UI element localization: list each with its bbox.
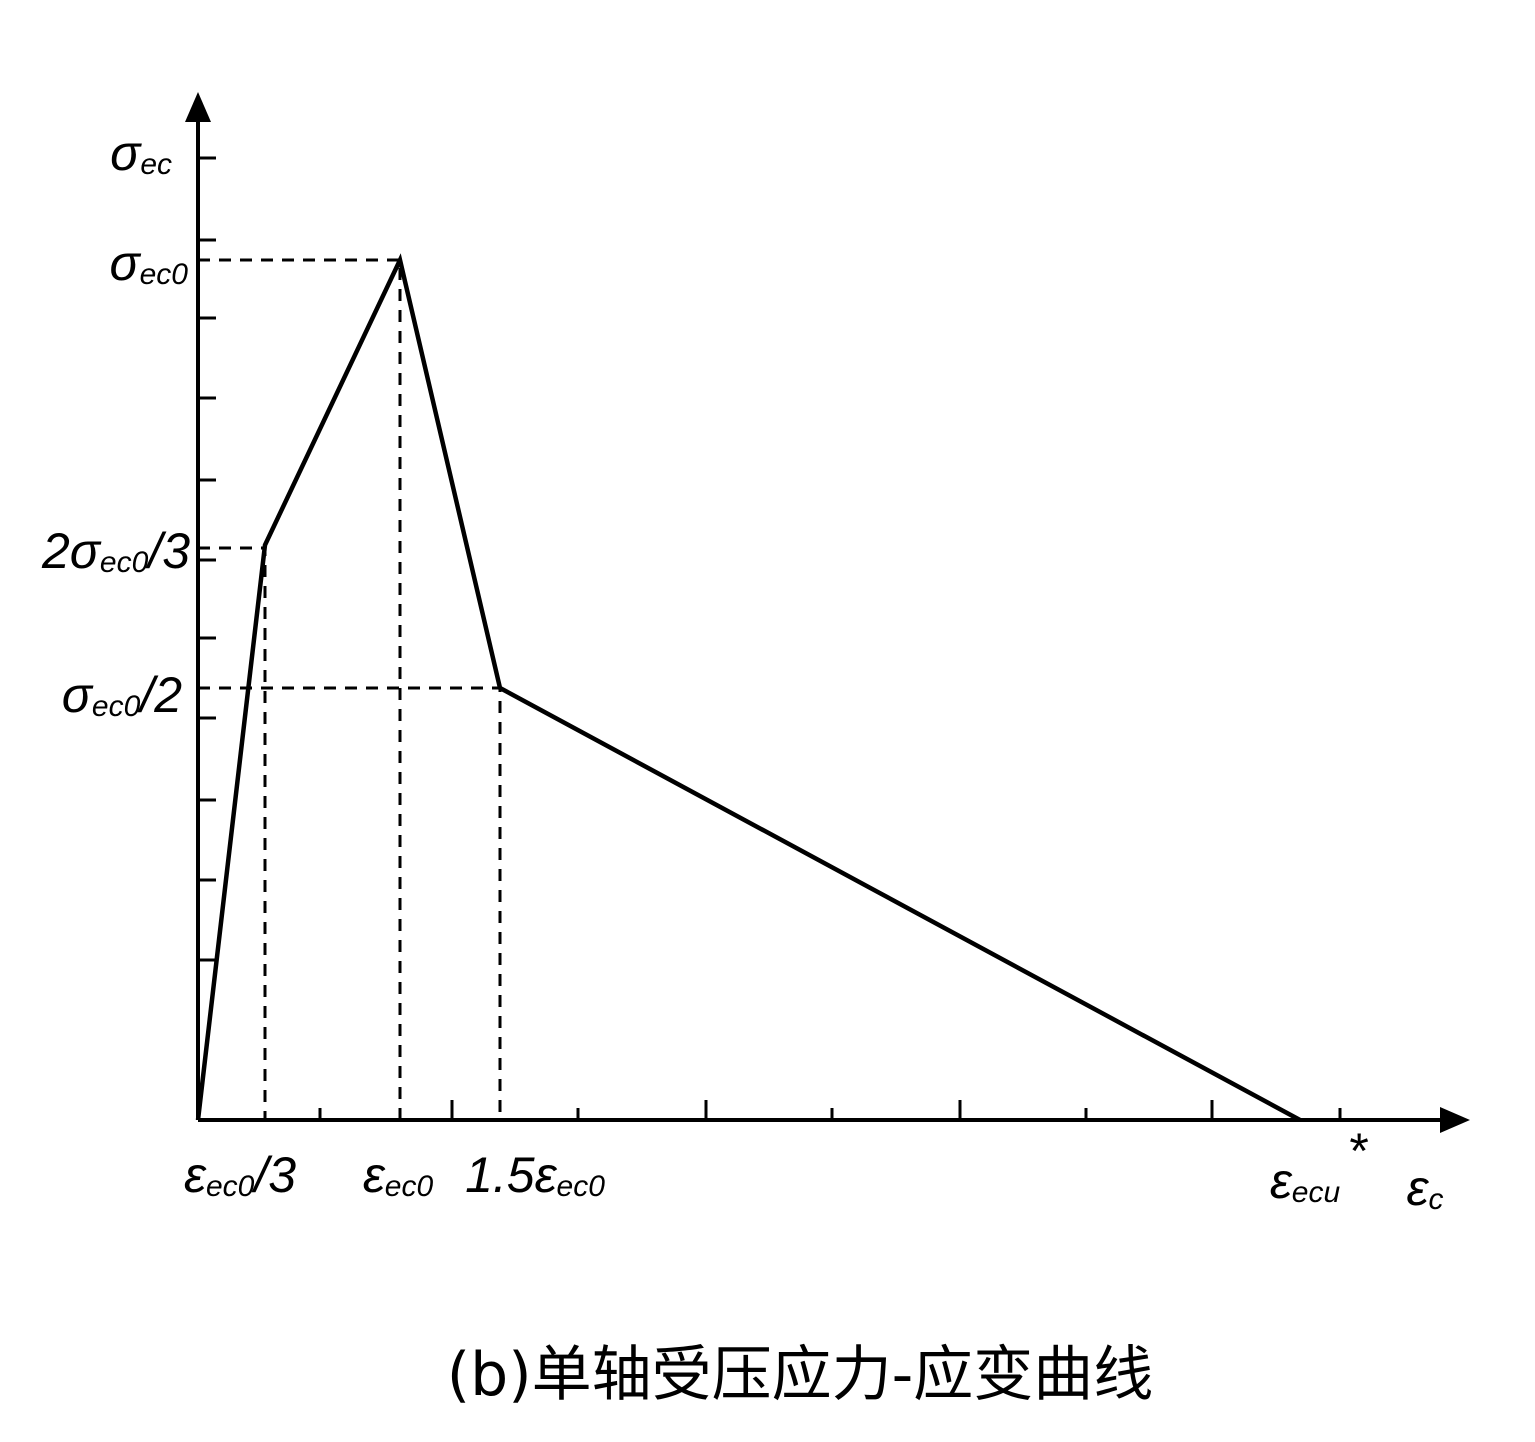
label-text: 2σ — [41, 523, 102, 579]
label-text: ε — [1407, 1160, 1430, 1216]
guide-line — [198, 258, 402, 1120]
label-subscript: ec0 — [140, 258, 189, 291]
caption: (b)单轴受压应力-应变曲线 — [447, 1340, 1154, 1410]
y-arrow — [185, 92, 211, 122]
x-label: * — [1347, 1123, 1368, 1179]
label-text: * — [1347, 1123, 1368, 1179]
y-label: 2σec0/3 — [41, 523, 190, 579]
y-label: σec — [110, 125, 172, 181]
guides — [198, 258, 502, 1120]
label-text: /3 — [145, 523, 190, 579]
label-subscript: ecu — [1292, 1176, 1341, 1209]
x-label: εc — [1407, 1160, 1444, 1216]
label-subscript: c — [1428, 1183, 1443, 1216]
label-text: ε — [1270, 1153, 1293, 1209]
label-text: σ — [110, 125, 142, 181]
label-text: σ — [62, 667, 94, 723]
x-label: εecu — [1270, 1153, 1341, 1209]
label-text: /2 — [137, 667, 182, 723]
label-subscript: ec0 — [206, 1170, 255, 1203]
label-text: /3 — [251, 1147, 296, 1203]
stress-strain-curve — [195, 253, 1302, 1122]
guide-line — [198, 686, 502, 1120]
label-text: 1.5ε — [465, 1147, 558, 1203]
y-label: σec0 — [109, 235, 188, 291]
label-text: ε — [184, 1147, 207, 1203]
label-subscript: ec — [140, 148, 172, 181]
x-label: εec0/3 — [184, 1147, 296, 1203]
label-subscript: ec0 — [385, 1170, 434, 1203]
axes — [185, 92, 1470, 1133]
label-text: σ — [109, 235, 141, 291]
label-subscript: ec0 — [557, 1170, 606, 1203]
label-text: ε — [363, 1147, 386, 1203]
x-arrow — [1440, 1107, 1470, 1133]
label-subscript: ec0 — [92, 690, 141, 723]
label-subscript: ec0 — [100, 546, 149, 579]
ticks — [198, 156, 1342, 1120]
y-label: σec0/2 — [62, 667, 182, 723]
x-label: εec0 — [363, 1147, 434, 1203]
x-label: 1.5εec0 — [465, 1147, 605, 1203]
